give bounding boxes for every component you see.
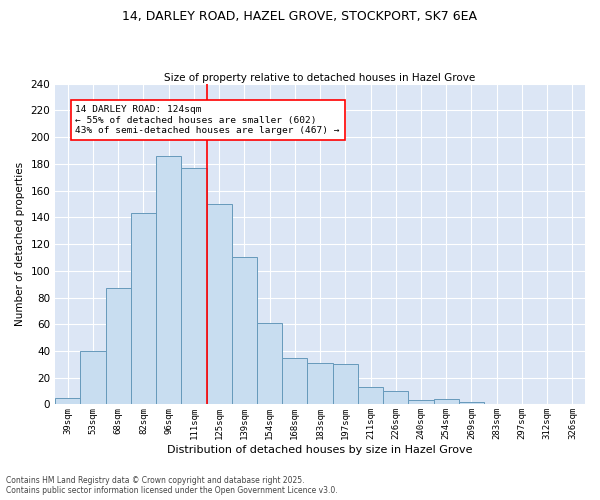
Bar xyxy=(257,323,282,404)
Text: 14, DARLEY ROAD, HAZEL GROVE, STOCKPORT, SK7 6EA: 14, DARLEY ROAD, HAZEL GROVE, STOCKPORT,… xyxy=(122,10,478,23)
Bar xyxy=(131,214,156,404)
Text: 14 DARLEY ROAD: 124sqm
← 55% of detached houses are smaller (602)
43% of semi-de: 14 DARLEY ROAD: 124sqm ← 55% of detached… xyxy=(76,105,340,135)
Bar xyxy=(459,402,484,404)
Bar xyxy=(434,399,459,404)
Title: Size of property relative to detached houses in Hazel Grove: Size of property relative to detached ho… xyxy=(164,73,476,83)
Bar xyxy=(181,168,206,404)
Bar xyxy=(206,204,232,404)
Bar xyxy=(358,387,383,404)
Bar xyxy=(282,358,307,405)
Y-axis label: Number of detached properties: Number of detached properties xyxy=(15,162,25,326)
X-axis label: Distribution of detached houses by size in Hazel Grove: Distribution of detached houses by size … xyxy=(167,445,473,455)
Bar xyxy=(409,400,434,404)
Bar xyxy=(106,288,131,405)
Bar xyxy=(332,364,358,405)
Bar xyxy=(383,391,409,404)
Bar xyxy=(232,258,257,404)
Bar xyxy=(55,398,80,404)
Bar xyxy=(156,156,181,404)
Bar xyxy=(80,351,106,405)
Text: Contains HM Land Registry data © Crown copyright and database right 2025.
Contai: Contains HM Land Registry data © Crown c… xyxy=(6,476,338,495)
Bar xyxy=(307,363,332,405)
